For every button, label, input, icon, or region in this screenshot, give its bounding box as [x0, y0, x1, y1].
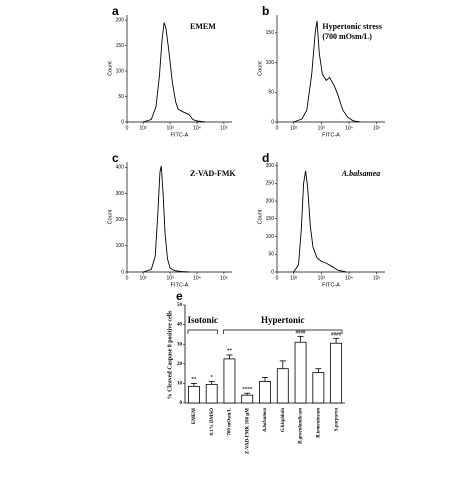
y-axis-label: Count: [107, 61, 113, 76]
panel-letter: c: [112, 151, 119, 165]
x-tick-label: 0: [126, 275, 129, 281]
panel-letter: b: [262, 4, 269, 18]
x-tick-label: G.hispidula: [281, 408, 286, 433]
histogram-line: [142, 165, 189, 273]
x-tick-label: 10⁴: [345, 125, 353, 131]
bar: [223, 358, 236, 404]
significance: **: [227, 349, 233, 354]
panel-letter: d: [262, 151, 269, 165]
y-tick-label: 50: [268, 252, 274, 258]
annotation: EMEM: [190, 22, 216, 31]
y-tick-label: 150: [266, 216, 275, 222]
significance: *: [210, 376, 213, 381]
x-tick-label: EMEM: [192, 408, 197, 424]
group-bracket: [187, 329, 218, 334]
y-tick-label: 250: [266, 181, 275, 187]
annotation: Z-VAD-FMK: [190, 169, 236, 178]
y-tick-label: 150: [116, 43, 125, 49]
y-tick-label: 20: [177, 362, 183, 367]
y-tick-label: 200: [116, 217, 125, 223]
bar: [187, 385, 200, 404]
significance: ####: [331, 332, 342, 337]
y-tick-label: 50: [118, 94, 124, 100]
y-tick-label: 100: [266, 60, 275, 66]
significance: **: [191, 378, 197, 383]
histogram-line: [142, 22, 206, 123]
x-tick-label: 0: [126, 125, 129, 131]
y-tick-label: 200: [116, 17, 125, 23]
y-tick-label: 0: [121, 119, 124, 125]
y-axis-label: Count: [257, 61, 263, 76]
x-tick-label: S.purpurea: [334, 408, 339, 432]
bar: [312, 372, 325, 404]
histogram-line: [293, 170, 347, 273]
x-tick-label: A.balsamea: [263, 408, 268, 434]
x-tick-label: 10⁵: [220, 125, 228, 131]
y-axis-label: Count: [107, 209, 113, 224]
y-tick-label: 200: [266, 198, 275, 204]
group-bracket: [223, 329, 343, 334]
x-axis-label: FITC-A: [322, 282, 340, 288]
group-label: Isotonic: [188, 315, 219, 325]
x-tick-label: 10⁵: [220, 275, 228, 281]
x-axis-label: FITC-A: [322, 132, 340, 138]
x-tick-label: 0: [276, 125, 279, 131]
x-tick-label: 10⁴: [345, 275, 353, 281]
bar: [205, 383, 218, 404]
histogram-line: [293, 20, 361, 123]
y-tick-label: 300: [266, 163, 275, 169]
x-tick-label: Z-VAD-FMK 100 µM: [245, 408, 250, 454]
x-tick-label: 10²: [140, 125, 148, 131]
x-tick-label: 10³: [166, 125, 174, 131]
y-axis-label: Count: [257, 209, 263, 224]
bar: [241, 394, 254, 404]
y-tick-label: 0: [271, 119, 274, 125]
annotation: Hypertonic stress: [322, 22, 382, 31]
x-tick-label: R.tomentosum: [316, 408, 321, 438]
x-tick-label: 10³: [318, 275, 326, 281]
y-tick-label: 50: [268, 90, 274, 96]
x-tick-label: 10³: [166, 275, 174, 281]
y-tick-label: 400: [116, 165, 125, 171]
x-tick-label: 10²: [290, 125, 298, 131]
y-tick-label: 0: [271, 269, 274, 275]
y-tick-label: 100: [266, 234, 275, 240]
y-tick-label: 0: [121, 269, 124, 275]
y-tick-label: 150: [266, 30, 275, 36]
panel-letter: a: [112, 4, 119, 18]
x-tick-label: R.groenlandicum: [299, 408, 304, 444]
x-tick-label: 700 mOsm/L: [228, 407, 233, 435]
y-tick-label: 100: [116, 243, 125, 249]
bar: [294, 341, 307, 404]
x-tick-label: 10⁴: [193, 125, 201, 131]
y-tick-label: 300: [116, 191, 125, 197]
group-label: Hypertonic: [261, 315, 305, 325]
bar: [330, 342, 343, 404]
x-tick-label: 0.1% DMSO: [210, 408, 215, 436]
x-axis-label: FITC-A: [171, 132, 189, 138]
y-tick-label: 40: [177, 323, 183, 328]
annotation: (700 mOsm/L): [322, 32, 372, 41]
y-tick-label: 10: [177, 382, 183, 387]
panel-letter: e: [176, 289, 183, 303]
y-axis-label: % Cleaved Caspase 8 positive cells: [167, 310, 173, 399]
significance: ####: [296, 331, 307, 336]
bar: [259, 381, 271, 404]
annotation: A.balsamea: [341, 169, 380, 178]
x-tick-label: 10⁴: [193, 275, 201, 281]
x-tick-label: 10³: [318, 125, 326, 131]
significance: ****: [242, 387, 253, 392]
x-tick-label: 10²: [290, 275, 298, 281]
y-tick-label: 50: [177, 303, 183, 308]
x-tick-label: 10⁵: [373, 275, 381, 281]
bar: [276, 368, 289, 404]
x-tick-label: 10⁵: [373, 125, 381, 131]
x-tick-label: 10²: [140, 275, 148, 281]
x-axis-label: FITC-A: [171, 282, 189, 288]
x-tick-label: 0: [276, 275, 279, 281]
y-tick-label: 0: [180, 401, 183, 406]
y-tick-label: 100: [116, 68, 125, 74]
y-tick-label: 30: [177, 342, 183, 347]
